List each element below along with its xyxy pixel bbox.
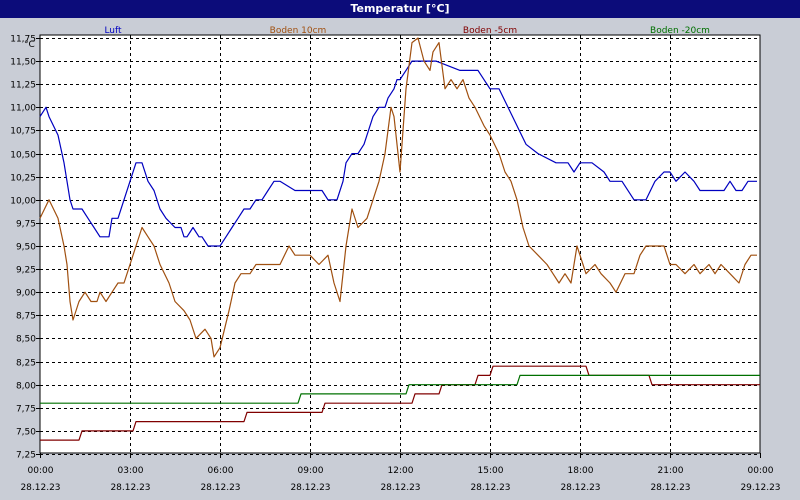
y-tick-label: 7,50 xyxy=(16,428,36,438)
y-tick-label: 8,25 xyxy=(16,359,36,369)
y-tick-label: 8,75 xyxy=(16,312,36,322)
y-axis-label: °C xyxy=(24,40,35,50)
y-tick-label: 11,00 xyxy=(10,104,36,114)
x-tick-label-date: 28.12.23 xyxy=(380,483,420,493)
x-tick-label-time: 12:00 xyxy=(388,466,414,476)
y-tick-label: 9,25 xyxy=(16,266,36,276)
x-tick-label-date: 28.12.23 xyxy=(650,483,690,493)
y-tick-label: 8,50 xyxy=(16,335,36,345)
y-tick-label: 7,75 xyxy=(16,405,36,415)
x-tick-label-time: 18:00 xyxy=(568,466,594,476)
y-tick-label: 9,50 xyxy=(16,243,36,253)
legend-entry-2: Boden 10cm xyxy=(270,26,327,36)
x-tick-label-time: 00:00 xyxy=(28,466,54,476)
series-line-3 xyxy=(40,365,760,441)
x-tick-label-time: 06:00 xyxy=(208,466,234,476)
y-tick-label: 11,50 xyxy=(10,58,36,68)
y-tick-label: 8,00 xyxy=(16,382,36,392)
grid-lines xyxy=(40,35,760,455)
x-tick-label-date: 28.12.23 xyxy=(200,483,240,493)
x-tick-label-date: 28.12.23 xyxy=(110,483,150,493)
x-axis: 00:00 28.12.23 03:00 28.12.23 06:00 28.12.23 0… xyxy=(20,453,781,493)
x-tick-label-date: 28.12.23 xyxy=(560,483,600,493)
y-tick-label: 11,25 xyxy=(10,81,36,91)
legend-entry-1: Luft xyxy=(104,26,122,36)
y-axis: 7,25 7,50 7,75 8,00 8,25 8,50 8,75 9,00 9,25 9,50… xyxy=(10,35,40,461)
series-line-2 xyxy=(39,37,757,358)
x-tick-label-date: 28.12.23 xyxy=(470,483,510,493)
y-tick-label: 7,25 xyxy=(16,451,36,461)
legend-entry-3: Boden -5cm xyxy=(463,26,517,36)
x-tick-label-time: 00:00 xyxy=(748,466,774,476)
x-tick-label-date: 28.12.23 xyxy=(20,483,60,493)
x-tick-label-date: 28.12.23 xyxy=(290,483,330,493)
series-line-4 xyxy=(40,374,760,404)
y-tick-label: 11,75 xyxy=(10,35,36,45)
y-tick-label: 10,75 xyxy=(10,127,36,137)
legend: Luft Boden 10cm Boden -5cm Boden -20cm xyxy=(104,26,710,36)
x-tick-label-time: 09:00 xyxy=(298,466,324,476)
x-tick-label-date: 29.12.23 xyxy=(740,483,780,493)
window-title: Temperatur [°C] xyxy=(0,0,800,18)
x-tick-label-time: 15:00 xyxy=(478,466,504,476)
x-tick-label-time: 03:00 xyxy=(118,466,144,476)
y-tick-label: 10,50 xyxy=(10,151,36,161)
series-group xyxy=(39,37,760,441)
y-tick-label: 10,25 xyxy=(10,174,36,184)
temperature-chart: 7,25 7,50 7,75 8,00 8,25 8,50 8,75 9,00 9,25 9,50… xyxy=(10,26,781,493)
x-tick-label-time: 21:00 xyxy=(658,466,684,476)
y-tick-label: 9,00 xyxy=(16,289,36,299)
y-tick-label: 9,75 xyxy=(16,220,36,230)
legend-entry-4: Boden -20cm xyxy=(650,26,710,36)
series-line-1 xyxy=(39,60,757,247)
y-tick-label: 10,00 xyxy=(10,197,36,207)
